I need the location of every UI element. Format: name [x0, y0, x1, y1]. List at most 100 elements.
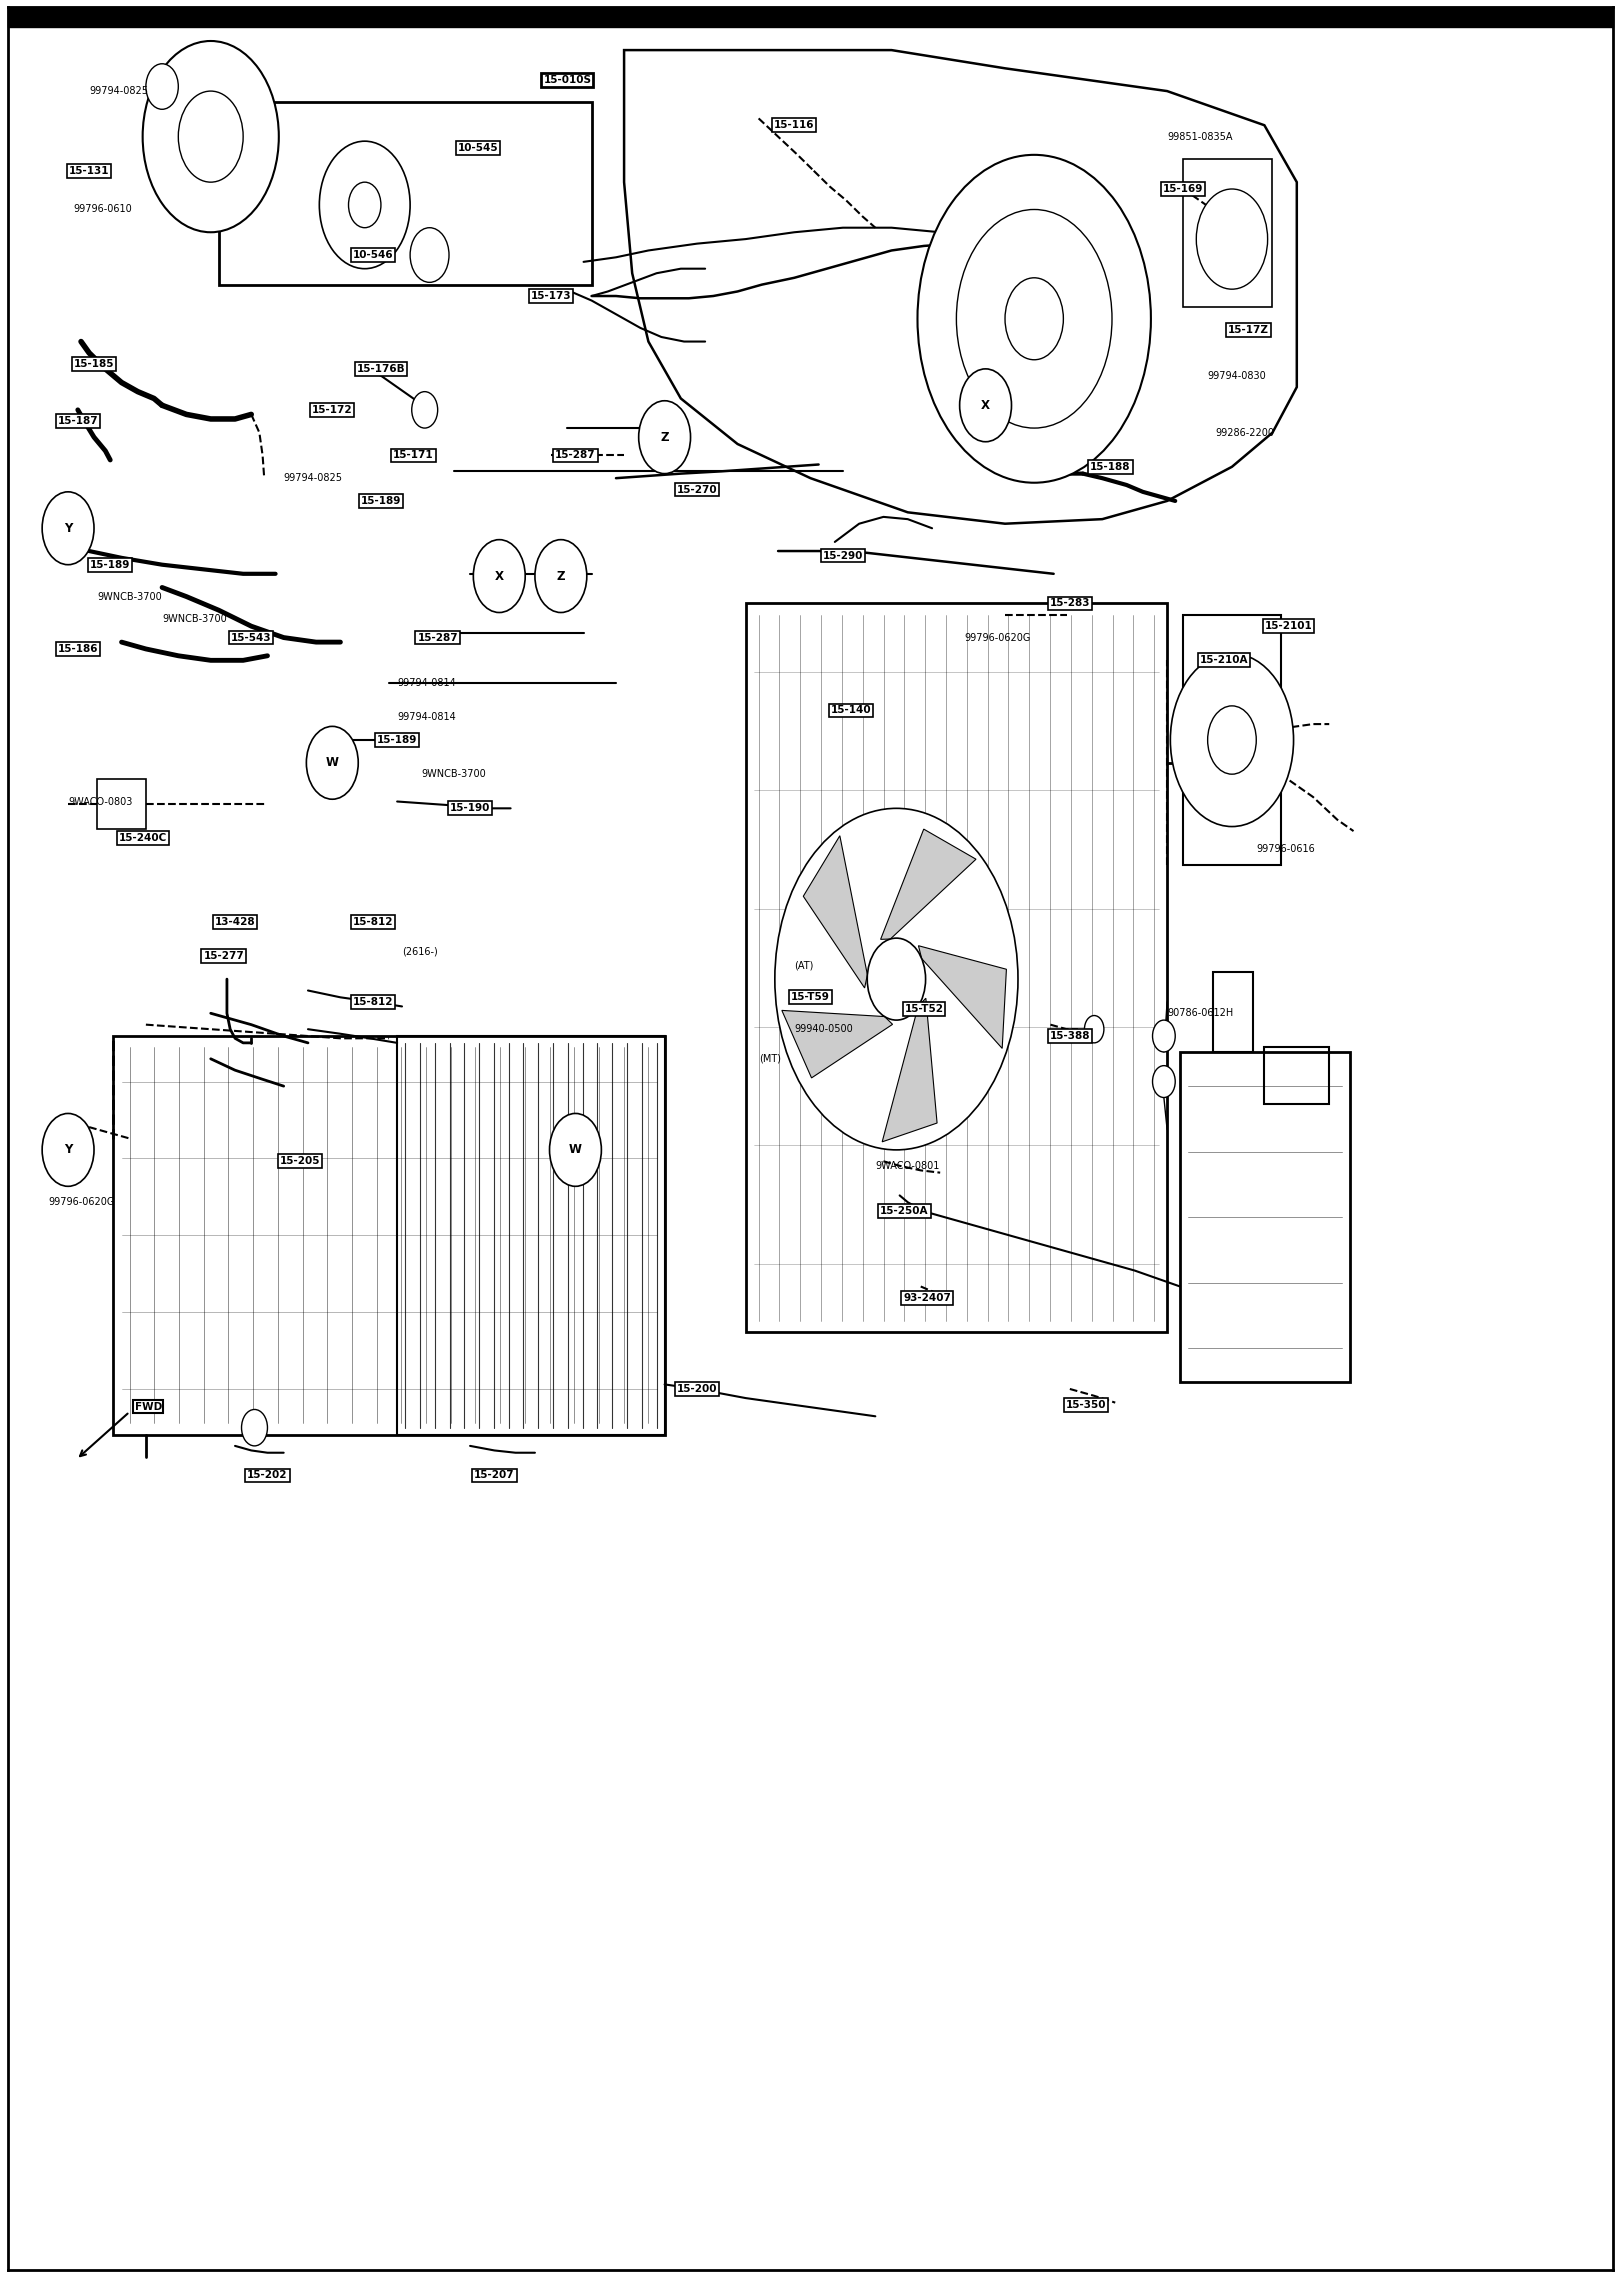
Text: 99796-0620G: 99796-0620G	[49, 1198, 115, 1207]
Text: 15-277: 15-277	[203, 952, 245, 961]
Circle shape	[1005, 278, 1063, 360]
Text: 15-287: 15-287	[417, 633, 459, 642]
Text: 15-350: 15-350	[1067, 1400, 1106, 1409]
Text: Z: Z	[556, 569, 566, 583]
Circle shape	[775, 808, 1018, 1150]
Text: 15-169: 15-169	[1164, 184, 1203, 194]
Bar	[97, 779, 146, 829]
Text: 9WACO-0803: 9WACO-0803	[68, 797, 133, 806]
Circle shape	[535, 540, 587, 613]
Text: 15-388: 15-388	[1050, 1031, 1089, 1041]
Text: 15-205: 15-205	[280, 1157, 319, 1166]
Text: 15-T59: 15-T59	[791, 993, 830, 1002]
Text: 15-189: 15-189	[361, 496, 400, 505]
Polygon shape	[781, 1011, 893, 1077]
Text: 99794-0825: 99794-0825	[89, 87, 148, 96]
Text: 15-171: 15-171	[392, 451, 434, 460]
Circle shape	[410, 228, 449, 282]
Text: W: W	[569, 1143, 582, 1157]
Text: 15-131: 15-131	[70, 166, 109, 175]
Text: 15-2101: 15-2101	[1264, 622, 1313, 631]
Circle shape	[1084, 1016, 1104, 1043]
Circle shape	[306, 726, 358, 799]
Circle shape	[1208, 706, 1256, 774]
Bar	[397, 1036, 665, 1435]
Text: (MT): (MT)	[759, 1054, 781, 1063]
Bar	[746, 603, 1167, 1332]
Text: 15-270: 15-270	[676, 485, 718, 494]
Text: 15-176B: 15-176B	[357, 364, 405, 373]
Text: 15-240C: 15-240C	[118, 833, 167, 842]
Text: (2616-): (2616-)	[402, 947, 438, 956]
Circle shape	[349, 182, 381, 228]
Text: 15-207: 15-207	[473, 1471, 515, 1480]
Text: 15-190: 15-190	[451, 804, 490, 813]
Circle shape	[242, 1409, 267, 1446]
Circle shape	[42, 492, 94, 565]
Text: X: X	[494, 569, 504, 583]
Text: 15-185: 15-185	[75, 360, 113, 369]
Text: 13-428: 13-428	[214, 918, 256, 927]
Text: 10-545: 10-545	[457, 143, 499, 153]
Text: 9WNCB-3700: 9WNCB-3700	[421, 770, 486, 779]
Text: 99794-0814: 99794-0814	[397, 679, 456, 688]
Bar	[219, 102, 592, 285]
Text: 15-543: 15-543	[230, 633, 272, 642]
Circle shape	[412, 392, 438, 428]
Circle shape	[178, 91, 243, 182]
Bar	[1183, 615, 1281, 865]
Circle shape	[1170, 653, 1294, 827]
Text: 15-186: 15-186	[58, 644, 97, 653]
Text: 99794-0830: 99794-0830	[1208, 371, 1266, 380]
Text: 15-210A: 15-210A	[1200, 656, 1248, 665]
Text: 15-116: 15-116	[775, 121, 814, 130]
Text: 15-202: 15-202	[248, 1471, 287, 1480]
Text: Y: Y	[63, 521, 73, 535]
Text: 93-2407: 93-2407	[903, 1293, 952, 1302]
Text: 90786-0612H: 90786-0612H	[1167, 1009, 1234, 1018]
Circle shape	[146, 64, 178, 109]
Text: 15-172: 15-172	[311, 405, 353, 414]
Text: 9WNCB-3700: 9WNCB-3700	[97, 592, 162, 601]
Text: 99796-0616: 99796-0616	[1256, 845, 1315, 854]
Text: (AT): (AT)	[794, 961, 814, 970]
Text: 15-812: 15-812	[353, 918, 392, 927]
Text: 15-187: 15-187	[57, 417, 99, 426]
Text: 15-812: 15-812	[353, 997, 392, 1006]
Bar	[1213, 972, 1253, 1052]
Circle shape	[42, 1113, 94, 1186]
Text: 99796-0620G: 99796-0620G	[964, 633, 1031, 642]
Circle shape	[956, 209, 1112, 428]
Text: 15-140: 15-140	[830, 706, 872, 715]
Text: X: X	[981, 398, 990, 412]
Polygon shape	[880, 829, 976, 940]
Text: 15-283: 15-283	[1050, 599, 1089, 608]
Circle shape	[319, 141, 410, 269]
Text: 15-T52: 15-T52	[905, 1004, 943, 1013]
Circle shape	[917, 155, 1151, 483]
Text: Z: Z	[660, 430, 669, 444]
Text: Y: Y	[63, 1143, 73, 1157]
Polygon shape	[804, 836, 867, 988]
Circle shape	[1153, 1066, 1175, 1098]
Text: 15-17Z: 15-17Z	[1227, 326, 1269, 335]
Text: 99794-0825: 99794-0825	[284, 474, 342, 483]
Circle shape	[960, 369, 1012, 442]
Text: 15-290: 15-290	[823, 551, 862, 560]
Text: 15-188: 15-188	[1091, 462, 1130, 471]
Text: 99796-0610: 99796-0610	[73, 205, 131, 214]
Text: 9WACO-0801: 9WACO-0801	[875, 1161, 940, 1170]
Text: 15-200: 15-200	[678, 1384, 716, 1394]
Text: 99851-0835A: 99851-0835A	[1167, 132, 1232, 141]
Bar	[113, 1036, 665, 1435]
Circle shape	[550, 1113, 601, 1186]
Circle shape	[639, 401, 691, 474]
Text: 15-287: 15-287	[554, 451, 597, 460]
Text: 15-010S: 15-010S	[543, 75, 592, 84]
Text: 99794-0814: 99794-0814	[397, 713, 456, 722]
Text: 15-189: 15-189	[91, 560, 130, 569]
Circle shape	[473, 540, 525, 613]
Text: 15-189: 15-189	[378, 735, 417, 745]
Bar	[1180, 1052, 1350, 1382]
Text: 99286-2200: 99286-2200	[1216, 428, 1274, 437]
